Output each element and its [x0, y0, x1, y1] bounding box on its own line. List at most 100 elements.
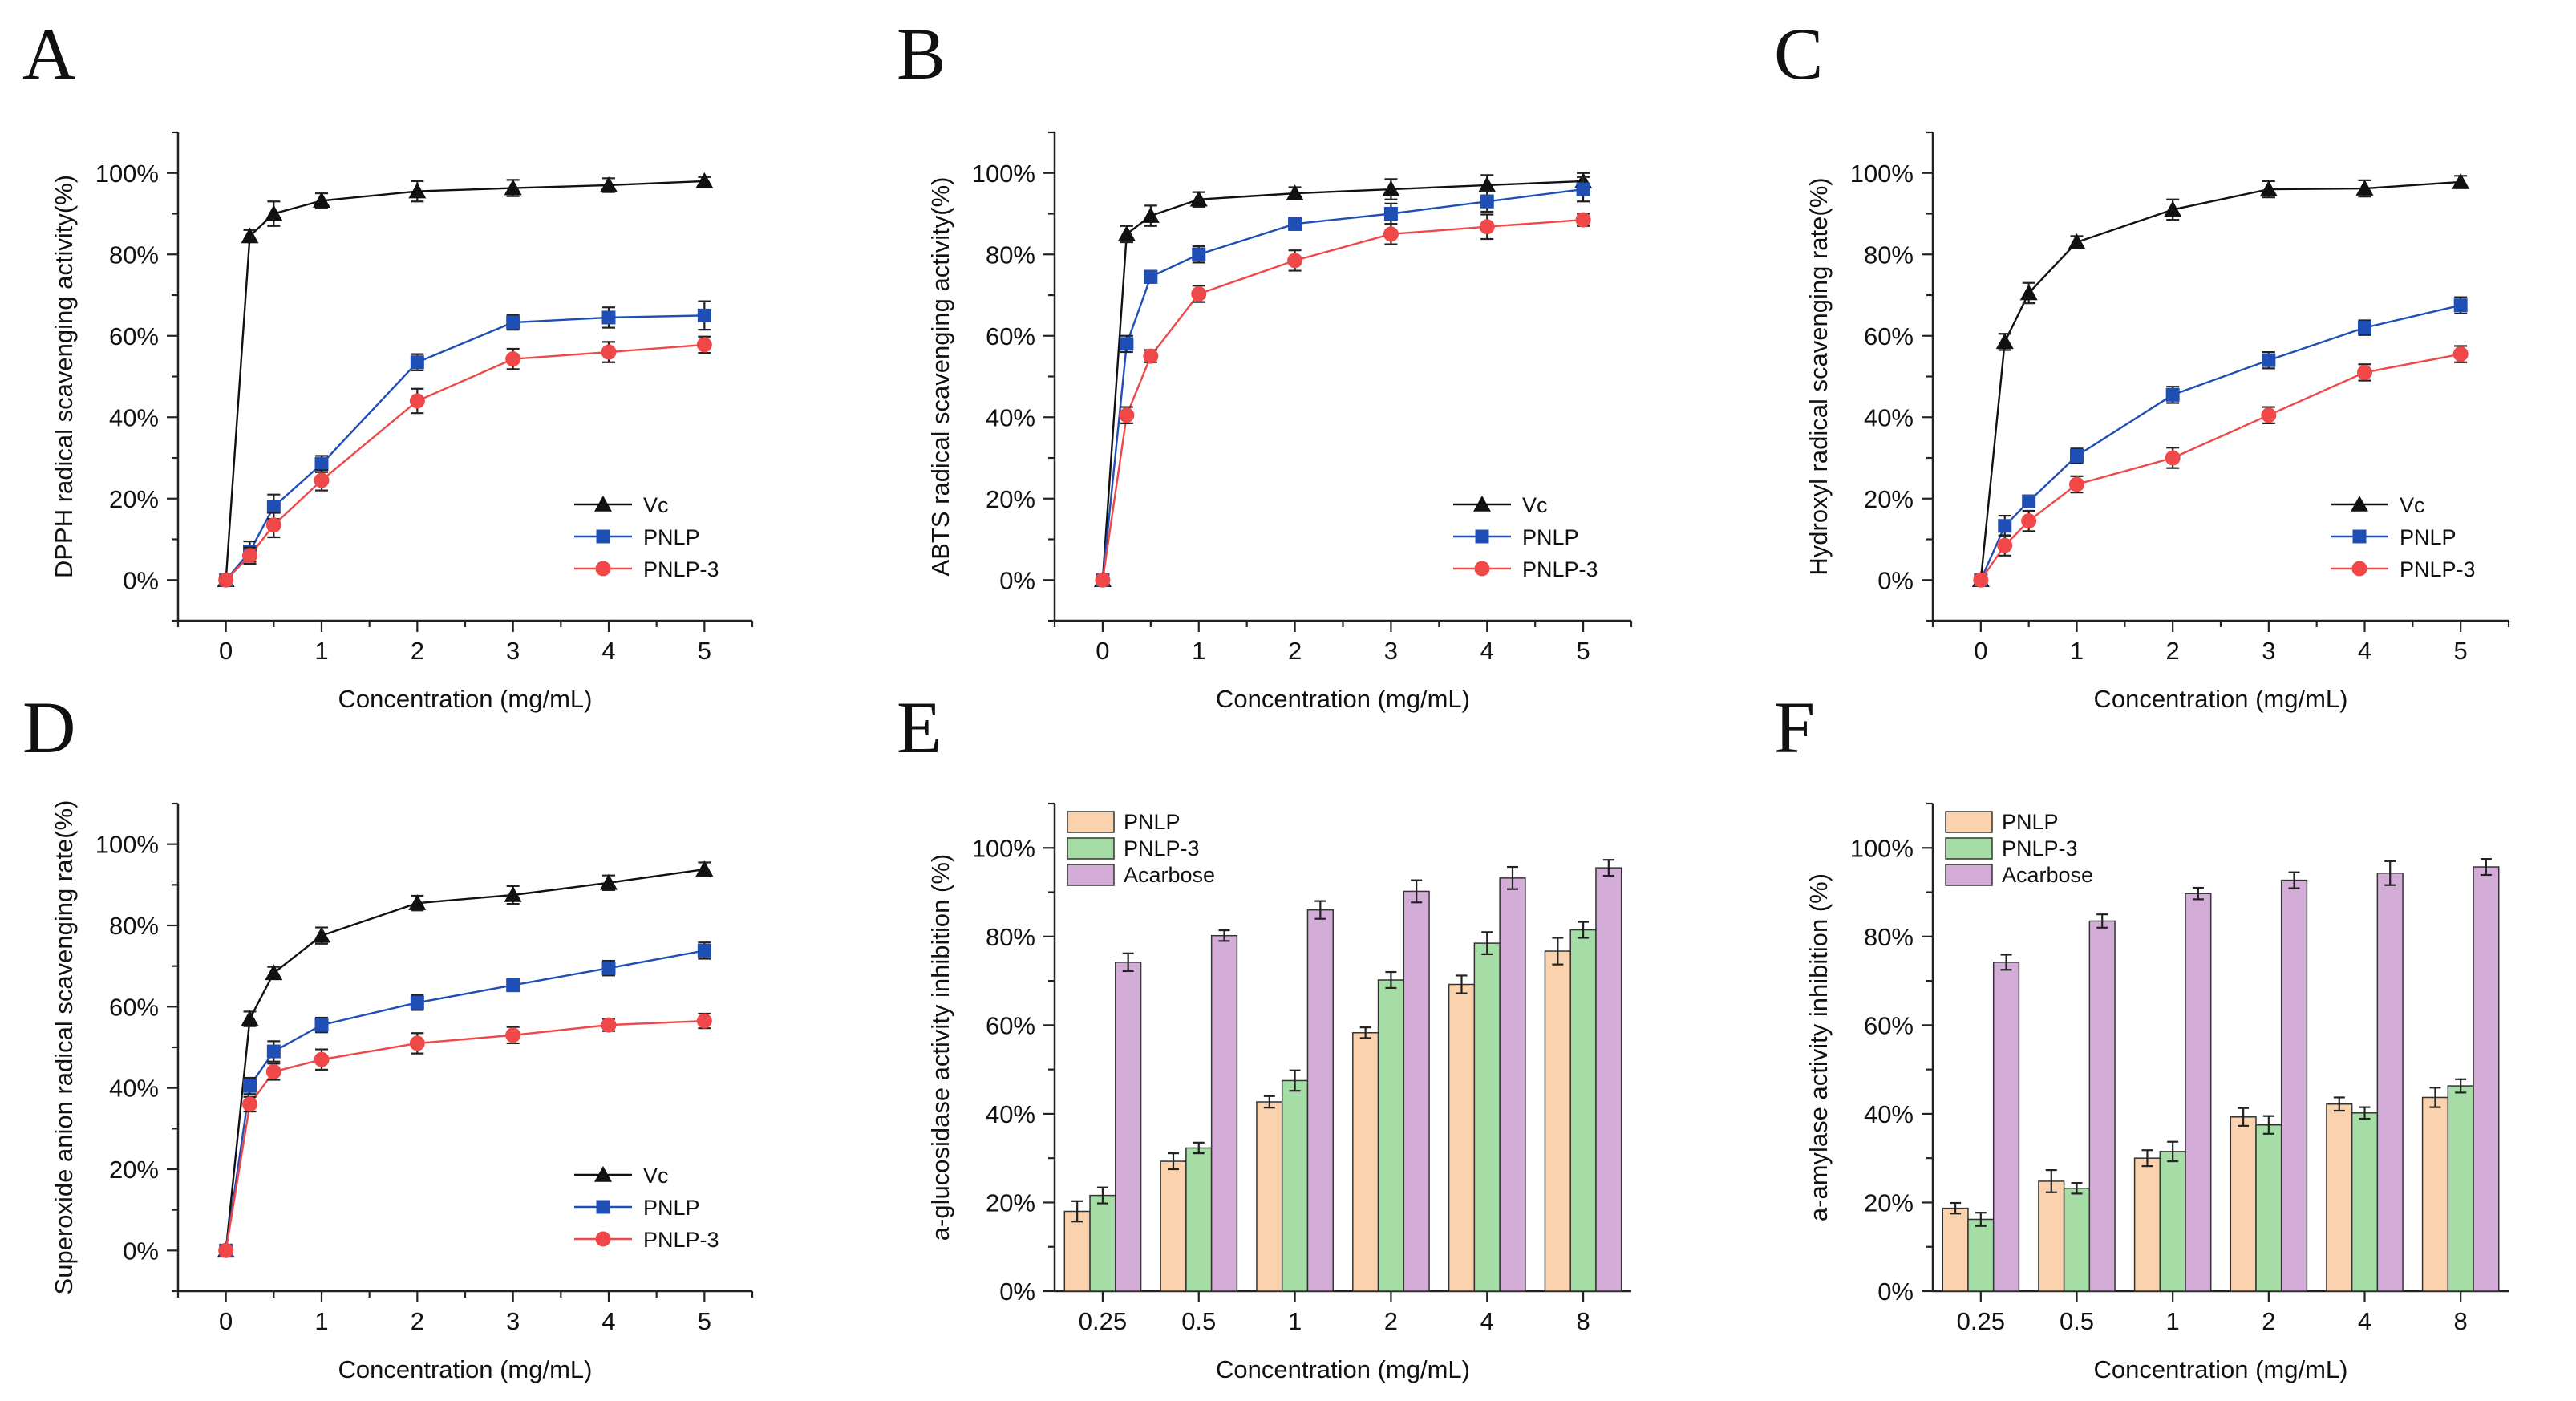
legend-marker	[596, 1200, 610, 1214]
data-point	[2022, 494, 2036, 508]
data-point	[1575, 212, 1591, 228]
x-tick-label: 0	[1974, 637, 1987, 665]
bar-PNLP	[2326, 1103, 2353, 1292]
data-point	[504, 886, 522, 902]
y-tick-label: 0%	[1877, 1278, 1914, 1306]
bar-PNLP	[1448, 983, 1476, 1292]
data-point	[1478, 176, 1497, 192]
panel-F: 0% 20% 40% 60% 80% 100% a-amylase activity inh…	[1774, 686, 2509, 1383]
data-point	[1120, 337, 1134, 351]
bar-Acarbose	[1210, 934, 1238, 1292]
data-point	[265, 964, 283, 981]
series-PNLP	[1096, 176, 1590, 587]
y-tick-label: 60%	[1864, 322, 1914, 350]
bar-Acarbose	[2280, 879, 2308, 1292]
y-tick-label: 0%	[999, 566, 1035, 594]
data-point	[505, 351, 521, 367]
data-point	[1479, 219, 1495, 235]
y-tick-label: 80%	[986, 923, 1035, 951]
x-tick-label: 0.5	[2060, 1307, 2094, 1335]
bar-Acarbose	[2185, 893, 2212, 1292]
data-point	[1576, 182, 1590, 196]
series-Vc	[217, 860, 714, 1258]
bar-PNLP-3	[1967, 1218, 1995, 1292]
data-point	[2357, 364, 2372, 380]
x-tick-label: 2	[1288, 637, 1302, 665]
data-point	[266, 1044, 281, 1059]
y-tick-label: 80%	[109, 912, 159, 940]
data-point	[410, 355, 424, 370]
panel-B: 0% 20% 40% 60% 80% 100% ABTS radical scavengin…	[897, 13, 1633, 713]
panel-C: 0% 20% 40% 60% 80% 100% Hydroxyl radical scave…	[1774, 13, 2510, 713]
y-tick-label: 0%	[123, 1237, 159, 1265]
bar-PNLP-3	[1281, 1079, 1309, 1292]
x-tick-label: 1	[314, 637, 328, 665]
data-point	[1189, 190, 1208, 207]
x-tick-label: 0.5	[1181, 1307, 1216, 1335]
legend-marker	[594, 1166, 612, 1182]
bar-PNLP-3	[1569, 929, 1597, 1292]
legend-label: PNLP	[1522, 525, 1579, 549]
legend-label: PNLP-3	[2400, 557, 2476, 581]
data-point	[218, 572, 234, 588]
series-PNLP-3	[218, 1012, 712, 1258]
data-point	[505, 1027, 521, 1043]
y-tick-label: 80%	[1864, 923, 1914, 951]
data-point	[1192, 247, 1206, 261]
data-point	[2165, 450, 2181, 466]
data-point	[242, 1096, 257, 1112]
data-point	[1383, 226, 1399, 242]
data-point	[2068, 233, 2086, 249]
legend: Vc PNLP PNLP-3	[2331, 493, 2476, 581]
legend-label: PNLP	[643, 525, 700, 549]
data-point	[697, 943, 711, 958]
data-point	[242, 548, 257, 564]
x-tick-label: 3	[506, 1307, 520, 1335]
x-tick-label: 4	[601, 1307, 615, 1335]
legend-marker	[595, 561, 611, 577]
bar-Acarbose	[1992, 962, 2020, 1292]
bar-PNLP	[1544, 950, 1571, 1292]
x-axis-title: Concentration (mg/mL)	[338, 685, 592, 713]
y-tick-label: 40%	[986, 403, 1035, 431]
series-PNLP-3	[1973, 345, 2469, 588]
data-point	[600, 873, 618, 890]
data-point	[696, 1013, 712, 1029]
x-tick-label: 3	[506, 637, 520, 665]
legend-label: Acarbose	[1124, 863, 1215, 887]
x-axis-title: Concentration (mg/mL)	[1216, 1355, 1470, 1383]
series-line-PNLP	[1979, 304, 2461, 581]
data-point	[1998, 519, 2012, 533]
y-axis-title: DPPH radical scavenging activity(%)	[50, 175, 78, 578]
y-tick-label: 60%	[986, 1011, 1035, 1039]
y-tick-label: 0%	[999, 1278, 1035, 1306]
data-point	[265, 517, 281, 533]
data-point	[600, 176, 618, 192]
series-line-PNLP-3	[225, 1019, 705, 1251]
y-tick-label: 60%	[109, 322, 159, 350]
y-tick-label: 100%	[972, 160, 1035, 188]
data-point	[2019, 284, 2038, 301]
series-Vc	[217, 172, 714, 588]
x-tick-label: 0	[219, 1307, 233, 1335]
bar-PNLP-3	[1377, 979, 1405, 1292]
y-tick-label: 100%	[1850, 160, 1914, 188]
data-point	[2358, 321, 2371, 335]
x-tick-label: 1	[2166, 1307, 2180, 1335]
data-point	[314, 457, 329, 472]
legend: Vc PNLP PNLP-3	[1453, 493, 1598, 581]
legend-label: PNLP	[2002, 810, 2059, 834]
bar-PNLP	[2133, 1157, 2161, 1292]
bar-PNLP	[1352, 1032, 1379, 1292]
data-point	[2452, 172, 2470, 189]
data-point	[313, 192, 330, 209]
legend-marker	[594, 496, 612, 512]
y-tick-label: 80%	[986, 241, 1035, 269]
data-point	[1117, 225, 1136, 241]
y-tick-label: 100%	[972, 834, 1035, 862]
data-point	[2452, 346, 2469, 362]
data-point	[2261, 407, 2277, 423]
